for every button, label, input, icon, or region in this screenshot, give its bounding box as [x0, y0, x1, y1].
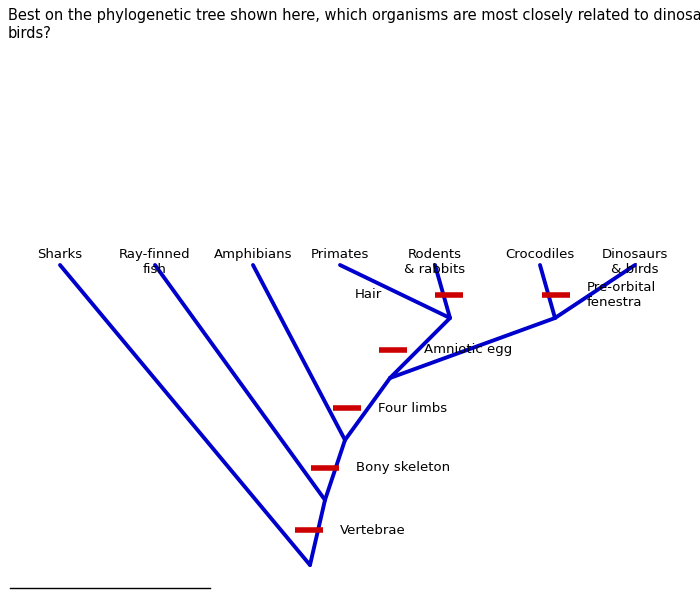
Text: Vertebrae: Vertebrae [340, 524, 406, 537]
Text: Pre-orbital
fenestra: Pre-orbital fenestra [587, 281, 657, 309]
Text: Four limbs: Four limbs [378, 401, 447, 415]
Text: Amniotic egg: Amniotic egg [424, 343, 512, 356]
Text: Dinosaurs
& birds: Dinosaurs & birds [602, 248, 668, 276]
Text: Rodents
& rabbits: Rodents & rabbits [405, 248, 466, 276]
Text: Hair: Hair [355, 289, 382, 301]
Text: birds?: birds? [8, 26, 52, 41]
Text: Sharks: Sharks [37, 248, 83, 261]
Text: Ray-finned
fish: Ray-finned fish [119, 248, 191, 276]
Text: Crocodiles: Crocodiles [505, 248, 575, 261]
Text: Best on the phylogenetic tree shown here, which organisms are most closely relat: Best on the phylogenetic tree shown here… [8, 8, 700, 23]
Text: Amphibians: Amphibians [214, 248, 293, 261]
Text: Primates: Primates [311, 248, 369, 261]
Text: Bony skeleton: Bony skeleton [356, 461, 450, 474]
